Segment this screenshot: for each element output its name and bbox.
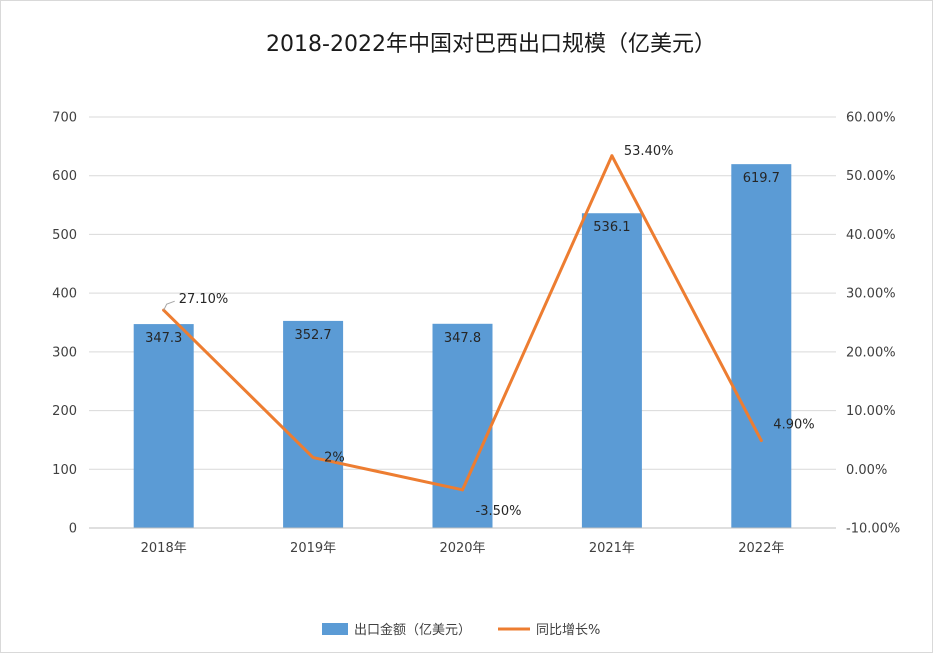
y-right-tick-label: 0.00% bbox=[846, 463, 887, 478]
y-left-tick-label: 700 bbox=[52, 111, 77, 126]
y-right-tick-label: 10.00% bbox=[846, 404, 896, 419]
bar-series bbox=[133, 164, 792, 528]
y-right-tick-label: -10.00% bbox=[846, 522, 900, 537]
y-left-tick-label: 200 bbox=[52, 404, 77, 419]
bar bbox=[133, 324, 194, 528]
y-left-tick-label: 500 bbox=[52, 228, 77, 243]
line-series bbox=[162, 154, 763, 492]
x-tick-label: 2020年 bbox=[439, 541, 485, 556]
y-left-tick-label: 400 bbox=[52, 287, 77, 302]
legend-label-line: 同比增长% bbox=[536, 623, 600, 638]
x-tick-label: 2018年 bbox=[141, 541, 187, 556]
bar bbox=[731, 164, 792, 528]
line-point bbox=[311, 456, 315, 460]
line-point bbox=[461, 488, 464, 492]
line-value-label: 4.90% bbox=[773, 418, 814, 433]
y-right-tick-label: 20.00% bbox=[846, 345, 896, 360]
y-left-tick-label: 300 bbox=[52, 345, 77, 360]
y-right-tick-label: 30.00% bbox=[846, 287, 896, 302]
line-value-label: 53.40% bbox=[624, 144, 674, 159]
legend-label-bar: 出口金额（亿美元） bbox=[354, 622, 471, 638]
bar-value-label: 347.8 bbox=[444, 331, 481, 346]
line-value-label: -3.50% bbox=[476, 504, 522, 519]
y-left-tick-label: 100 bbox=[52, 463, 77, 478]
bar-value-label: 347.3 bbox=[145, 331, 182, 346]
legend: 出口金额（亿美元） 同比增长% bbox=[322, 622, 600, 638]
line-point bbox=[610, 154, 614, 158]
y-right-tick-label: 40.00% bbox=[846, 228, 896, 243]
x-tick-label: 2021年 bbox=[589, 541, 635, 556]
bar bbox=[432, 323, 493, 528]
legend-swatch-bar bbox=[322, 623, 348, 635]
bar bbox=[283, 320, 344, 528]
bar bbox=[581, 213, 642, 528]
data-labels: 347.3 352.7 347.8 536.1 619.7 27.10% 2% -3.50% 5… bbox=[145, 144, 815, 519]
label-leader-line bbox=[163, 300, 175, 311]
chart-title: 2018-2022年中国对巴西出口规模（亿美元） bbox=[266, 32, 716, 57]
line-value-label: 2% bbox=[324, 451, 345, 466]
line-point bbox=[759, 439, 763, 443]
y-right-tick-label: 50.00% bbox=[846, 169, 896, 184]
y-left-tick-label: 600 bbox=[52, 169, 77, 184]
bar-value-label: 619.7 bbox=[743, 171, 780, 186]
y-right-tick-label: 60.00% bbox=[846, 111, 896, 126]
x-tick-label: 2019年 bbox=[290, 541, 336, 556]
bar-value-label: 536.1 bbox=[593, 220, 630, 235]
line-value-label: 27.10% bbox=[179, 292, 229, 307]
x-tick-label: 2022年 bbox=[738, 541, 784, 556]
bar-value-label: 352.7 bbox=[294, 328, 331, 343]
y-left-tick-label: 0 bbox=[69, 522, 77, 537]
axes: 0 100 200 300 400 500 600 700 -10.00% 0.00% 10.00%… bbox=[52, 111, 900, 557]
